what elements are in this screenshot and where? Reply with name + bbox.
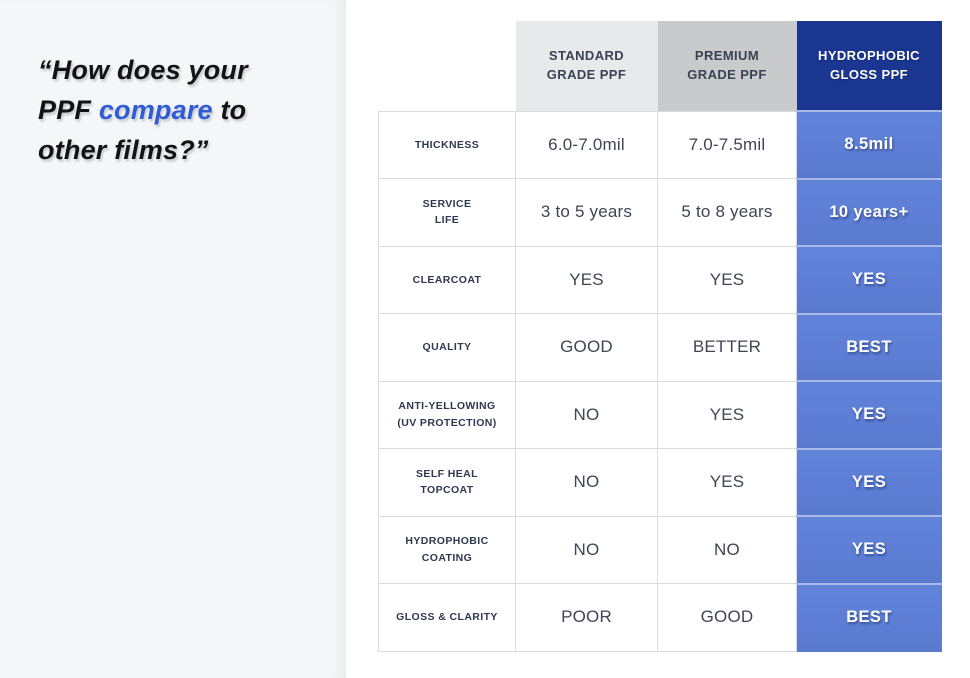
column-header-premium: PREMIUM GRADE PPF bbox=[657, 21, 797, 111]
cell-premium: 5 to 8 years bbox=[657, 178, 797, 247]
cell-standard: POOR bbox=[515, 583, 658, 652]
quote-panel: “How does your PPF compare to other film… bbox=[0, 0, 346, 678]
quote-highlight-word: compare bbox=[98, 95, 213, 125]
table-row-thickness: THICKNESS 6.0-7.0mil 7.0-7.5mil 8.5mil bbox=[378, 110, 942, 179]
row-label: GLOSS & CLARITY bbox=[378, 583, 516, 652]
corner-cell bbox=[379, 21, 516, 111]
cell-standard: NO bbox=[515, 448, 658, 517]
cell-standard: NO bbox=[515, 515, 658, 584]
comparison-table: STANDARD GRADE PPF PREMIUM GRADE PPF HYD… bbox=[378, 21, 942, 652]
table-header-row: STANDARD GRADE PPF PREMIUM GRADE PPF HYD… bbox=[379, 21, 942, 111]
cell-hydrophobic: YES bbox=[796, 447, 942, 517]
cell-premium: NO bbox=[657, 515, 797, 584]
quote-suffix: to other films?” bbox=[38, 95, 247, 165]
cell-hydrophobic: YES bbox=[796, 245, 942, 314]
cell-premium: YES bbox=[657, 380, 797, 449]
cell-premium: GOOD bbox=[657, 583, 797, 652]
table-row-hydrophobic-coating: HYDROPHOBIC COATING NO NO YES bbox=[378, 515, 942, 584]
cell-standard: GOOD bbox=[515, 313, 658, 382]
column-header-standard: STANDARD GRADE PPF bbox=[515, 21, 658, 111]
row-label: THICKNESS bbox=[378, 110, 516, 179]
row-label: SELF HEAL TOPCOAT bbox=[378, 448, 516, 517]
row-label: ANTI-YELLOWING (UV PROTECTION) bbox=[378, 380, 516, 449]
row-label: QUALITY bbox=[378, 313, 516, 382]
cell-premium: 7.0-7.5mil bbox=[657, 110, 797, 179]
table-row-anti-yellowing: ANTI-YELLOWING (UV PROTECTION) NO YES YE… bbox=[378, 380, 942, 449]
quote-text: “How does your PPF compare to other film… bbox=[38, 50, 338, 170]
cell-premium: BETTER bbox=[657, 313, 797, 382]
cell-standard: NO bbox=[515, 380, 658, 449]
cell-premium: YES bbox=[657, 245, 797, 314]
cell-standard: 6.0-7.0mil bbox=[515, 110, 658, 179]
table-row-clearcoat: CLEARCOAT YES YES YES bbox=[378, 245, 942, 314]
table-row-self-heal-topcoat: SELF HEAL TOPCOAT NO YES YES bbox=[378, 447, 942, 517]
cell-hydrophobic: YES bbox=[796, 515, 942, 584]
cell-hydrophobic: YES bbox=[796, 380, 942, 449]
quote-prefix: “How does your PPF bbox=[38, 55, 248, 125]
row-label: SERVICE LIFE bbox=[378, 178, 516, 247]
table-row-gloss-clarity: GLOSS & CLARITY POOR GOOD BEST bbox=[378, 582, 942, 652]
cell-standard: 3 to 5 years bbox=[515, 178, 658, 247]
cell-hydrophobic: 10 years+ bbox=[796, 177, 942, 247]
table-row-service-life: SERVICE LIFE 3 to 5 years 5 to 8 years 1… bbox=[378, 177, 942, 247]
row-label: CLEARCOAT bbox=[378, 245, 516, 314]
cell-hydrophobic: BEST bbox=[796, 582, 942, 652]
cell-hydrophobic: 8.5mil bbox=[796, 110, 942, 179]
cell-hydrophobic: BEST bbox=[796, 312, 942, 382]
column-header-hydrophobic: HYDROPHOBIC GLOSS PPF bbox=[796, 21, 942, 111]
cell-standard: YES bbox=[515, 245, 658, 314]
table-row-quality: QUALITY GOOD BETTER BEST bbox=[378, 312, 942, 382]
row-label: HYDROPHOBIC COATING bbox=[378, 515, 516, 584]
cell-premium: YES bbox=[657, 448, 797, 517]
